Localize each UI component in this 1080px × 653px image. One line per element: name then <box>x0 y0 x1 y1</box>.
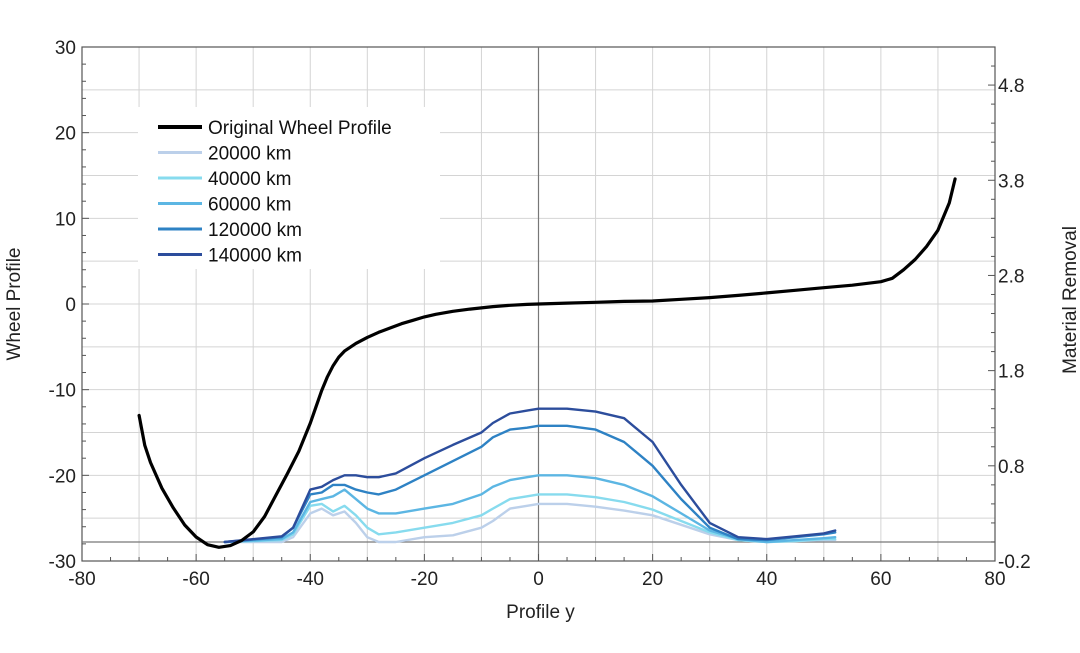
legend-label-140000-km: 140000 km <box>208 246 302 267</box>
series-line-40000-km <box>223 493 837 544</box>
y-tick-label: 10 <box>55 209 76 230</box>
series-layer <box>137 177 957 549</box>
y-tick-label: 30 <box>55 38 76 59</box>
y-tick-label: -20 <box>49 466 76 487</box>
x-tick-label: 60 <box>870 569 891 590</box>
y-axis-title: Wheel Profile <box>4 248 25 361</box>
x-tick-label: -60 <box>182 569 209 590</box>
legend-label-20000-km: 20000 km <box>208 144 291 165</box>
y2-tick-label: 2.8 <box>998 266 1024 287</box>
y-tick-label: 20 <box>55 124 76 145</box>
x-tick-label: 0 <box>533 569 544 590</box>
series-line-140000-km <box>223 407 837 544</box>
x-tick-label: 20 <box>642 569 663 590</box>
x-tick-label: 80 <box>984 569 1005 590</box>
legend-label-40000-km: 40000 km <box>208 169 291 190</box>
x-tick-label: -80 <box>68 569 95 590</box>
y2-tick-label: 3.8 <box>998 171 1024 192</box>
x-tick-label: 40 <box>756 569 777 590</box>
y-tick-label: -10 <box>49 381 76 402</box>
y2-axis-title: Material Removal <box>1060 226 1080 374</box>
legend-label-original-wheel-profile: Original Wheel Profile <box>208 118 392 139</box>
y-tick-label: 0 <box>65 295 76 316</box>
legend-box <box>138 107 440 269</box>
legend-label-120000-km: 120000 km <box>208 220 302 241</box>
series-line-original-wheel-profile <box>137 177 957 549</box>
y2-tick-label: 1.8 <box>998 362 1024 383</box>
y-tick-label: -30 <box>49 552 76 573</box>
series-line-120000-km <box>223 424 837 544</box>
tick-labels: -80 -60 -40 -20 0 20 40 60 80 -30 -20 -10 0 10 20 30 -0.… <box>49 38 1031 590</box>
y2-tick-label: 4.8 <box>998 76 1024 97</box>
x-tick-label: -40 <box>297 569 324 590</box>
x-axis-title: Profile y <box>506 602 575 623</box>
y2-tick-label: -0.2 <box>998 552 1031 573</box>
series-line-20000-km <box>223 502 837 544</box>
y2-tick-label: 0.8 <box>998 457 1024 478</box>
series-line-60000-km <box>223 474 837 544</box>
x-tick-label: -20 <box>411 569 438 590</box>
legend: Original Wheel Profile 20000 km 40000 km 60… <box>138 107 440 269</box>
legend-label-60000-km: 60000 km <box>208 195 291 216</box>
